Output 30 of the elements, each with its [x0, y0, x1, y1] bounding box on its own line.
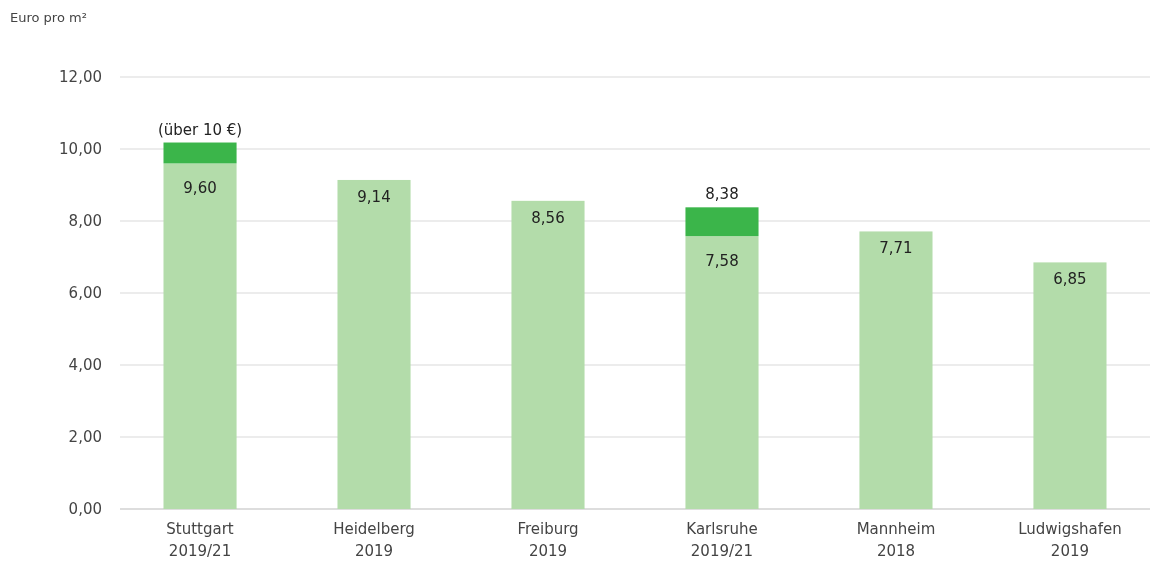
bar: [337, 179, 411, 509]
y-tick-label: 6,00: [68, 284, 102, 303]
data-label: 8,56: [531, 208, 565, 227]
y-tick-label: 2,00: [68, 428, 102, 447]
bar: [685, 236, 759, 509]
data-label: 9,14: [357, 187, 391, 206]
y-tick-label: 12,00: [59, 68, 102, 87]
bar: [859, 231, 933, 509]
data-label: 9,60: [183, 179, 217, 198]
annotation: (über 10 €): [157, 120, 243, 139]
data-label: 7,71: [879, 239, 913, 258]
x-tick-label: Heidelberg 2019: [333, 520, 415, 560]
bar: [511, 200, 585, 509]
x-tick-label: Karlsruhe 2019/21: [686, 520, 758, 560]
x-tick-label: Ludwigshafen 2019: [1018, 520, 1122, 560]
total-label: 8,38: [705, 185, 739, 204]
y-tick-label: 4,00: [68, 356, 102, 375]
bar: [163, 142, 237, 164]
x-tick-label: Stuttgart 2019/21: [166, 520, 234, 560]
bar: [1033, 262, 1107, 509]
y-tick-label: 10,00: [59, 140, 102, 159]
data-label: 6,85: [1053, 270, 1087, 289]
data-label: 7,58: [705, 252, 739, 271]
bar: [685, 207, 759, 237]
x-tick-label: Mannheim 2018: [856, 520, 936, 560]
y-tick-label: 8,00: [68, 212, 102, 231]
y-tick-label: 0,00: [68, 500, 102, 519]
y-axis-title: Euro pro m²: [10, 10, 87, 25]
bar: [163, 163, 237, 509]
x-tick-label: Freiburg 2019: [517, 520, 579, 560]
